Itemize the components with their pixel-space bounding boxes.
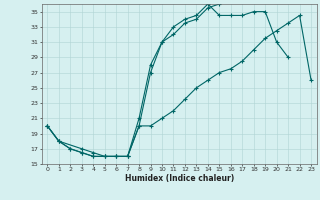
X-axis label: Humidex (Indice chaleur): Humidex (Indice chaleur) [124, 174, 234, 183]
